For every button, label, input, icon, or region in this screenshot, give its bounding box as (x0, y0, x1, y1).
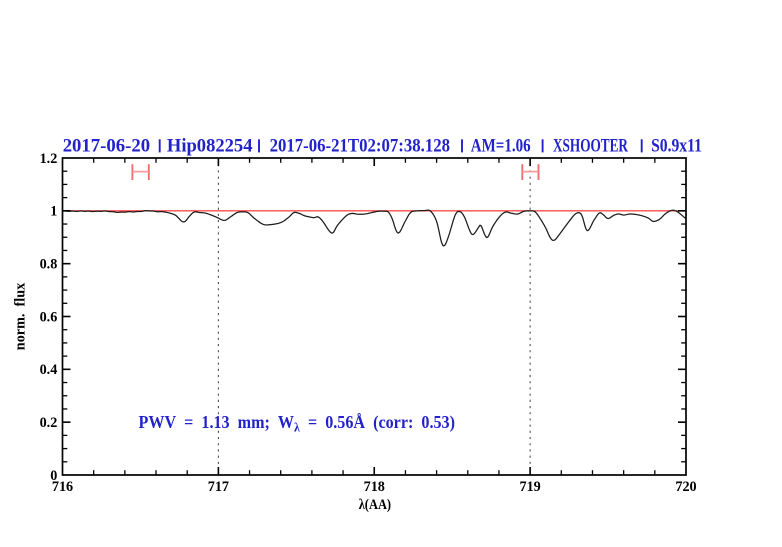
svg-text:Hip082254: Hip082254 (167, 136, 253, 157)
svg-text:1: 1 (50, 204, 57, 220)
svg-text:0: 0 (50, 468, 57, 484)
svg-text:0.4: 0.4 (40, 362, 58, 378)
svg-text:1.2: 1.2 (40, 151, 58, 167)
svg-text:717: 717 (208, 479, 229, 495)
svg-text:AM=1.06: AM=1.06 (471, 136, 531, 157)
svg-text:0.6: 0.6 (40, 309, 58, 325)
svg-text:720: 720 (675, 479, 696, 495)
svg-text:719: 719 (519, 479, 540, 495)
svg-text:716: 716 (52, 479, 73, 495)
svg-text:718: 718 (364, 479, 385, 495)
svg-text:λ(AA): λ(AA) (359, 497, 392, 513)
svg-text:XSHOOTER: XSHOOTER (553, 136, 628, 157)
svg-text:PWV = 1.13 mm; Wλ = 0.56: PWV = 1.13 mm; Wλ = 0.56Å (corr: 0.53) (139, 412, 456, 435)
svg-text:0.8: 0.8 (40, 256, 58, 272)
svg-text:0.2: 0.2 (40, 415, 58, 431)
svg-text:norm. flux: norm. flux (13, 282, 29, 350)
svg-text:2017-06-20: 2017-06-20 (63, 136, 150, 157)
svg-text:2017-06-21T02:07:38.128: 2017-06-21T02:07:38.128 (270, 136, 450, 157)
svg-text:S0.9x11: S0.9x11 (651, 136, 702, 157)
